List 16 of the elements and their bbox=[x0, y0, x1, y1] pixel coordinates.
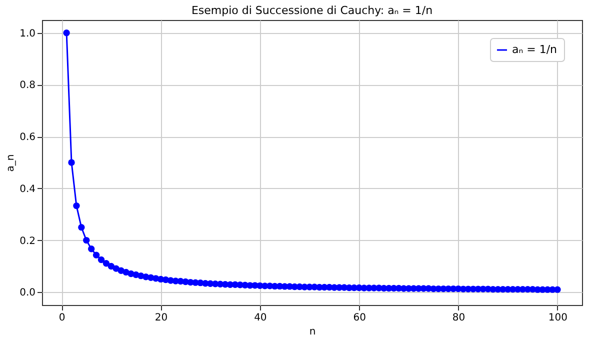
y-tick-label: 0.6 bbox=[20, 132, 36, 144]
x-tick-label: 20 bbox=[154, 312, 168, 324]
y-tick-label: 0.4 bbox=[20, 184, 36, 195]
chart-title: Esempio di Successione di Cauchy: aₙ = 1/n bbox=[191, 4, 433, 17]
x-tick-label: 60 bbox=[353, 312, 366, 324]
y-tick-label: 1.0 bbox=[20, 28, 36, 40]
x-tick-label: 80 bbox=[452, 312, 466, 324]
x-tick-label: 40 bbox=[254, 312, 267, 324]
y-tick-label: 0.0 bbox=[20, 288, 36, 299]
x-tick-label: 100 bbox=[548, 312, 568, 324]
y-tick-label: 0.2 bbox=[20, 236, 36, 247]
legend-label: aₙ = 1/n bbox=[512, 43, 558, 56]
y-axis-title: a_n bbox=[6, 154, 17, 172]
y-tick-label: 0.8 bbox=[20, 80, 36, 92]
x-axis-title: n bbox=[309, 326, 316, 338]
x-tick-label: 0 bbox=[58, 312, 66, 324]
